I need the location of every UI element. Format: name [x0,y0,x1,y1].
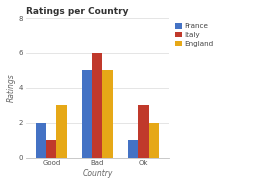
Bar [138,105,149,157]
Text: Ratings per Country: Ratings per Country [26,7,128,16]
Y-axis label: Ratings: Ratings [7,73,16,102]
X-axis label: Country: Country [82,169,113,178]
Bar [46,140,56,157]
Bar [128,140,138,157]
Bar [82,70,92,157]
Bar [103,70,113,157]
Bar [36,123,46,157]
Legend: France, Italy, England: France, Italy, England [174,22,215,48]
Bar [92,53,103,157]
Bar [56,105,67,157]
Bar [149,123,159,157]
